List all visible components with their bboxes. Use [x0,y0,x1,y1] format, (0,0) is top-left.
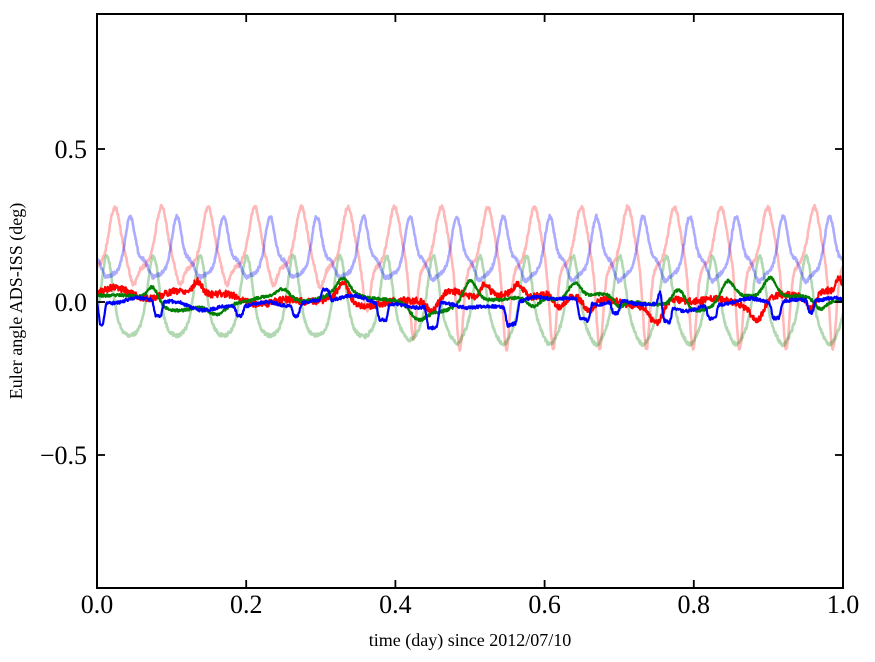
y-tick-label: 0.5 [55,135,88,164]
x-tick-label: 0.6 [528,590,561,619]
x-tick-label: 0.2 [230,590,263,619]
series-line-red-faded [98,203,842,352]
series-lines [98,203,842,352]
series-line-green-faded [98,253,842,348]
x-tick-label: 0.0 [81,590,114,619]
series-line-blue-faded [98,213,842,285]
x-tick-label: 0.8 [678,590,711,619]
y-tick-label: 0.0 [55,288,88,317]
tick-labels: 0.0 0.2 0.4 0.6 0.8 1.0 0.5 0.0 −0.5 [40,135,859,619]
series-line-blue [98,287,842,331]
series-line-green [98,275,842,322]
y-tick-label: −0.5 [40,441,87,470]
y-axis-label: Euler angle ADS-ISS (deg) [6,203,27,399]
x-tick-label: 1.0 [827,590,860,619]
x-axis-label: time (day) since 2012/07/10 [369,630,571,651]
plot-border [96,13,844,589]
x-tick-label: 0.4 [379,590,412,619]
